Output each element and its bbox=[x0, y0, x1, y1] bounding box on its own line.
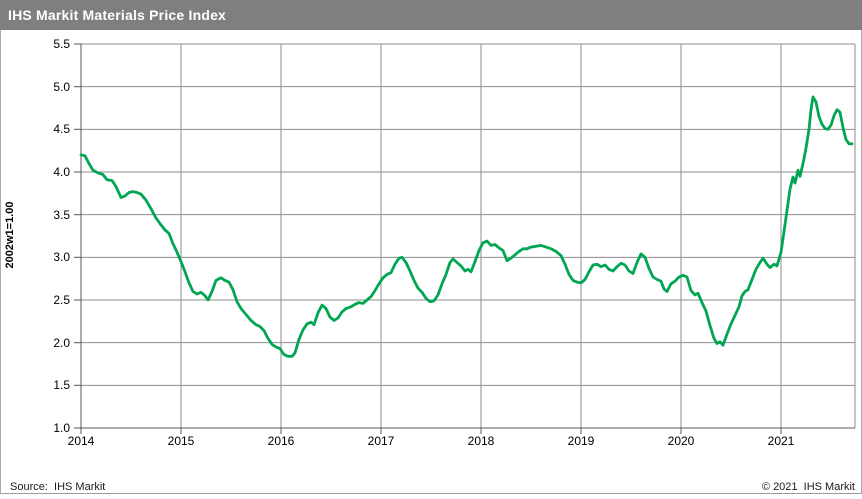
x-tick-label: 2018 bbox=[467, 434, 495, 448]
y-tick-label: 5.5 bbox=[53, 37, 70, 51]
x-tick-label: 2019 bbox=[567, 434, 595, 448]
y-tick-label: 4.0 bbox=[53, 165, 70, 179]
copyright-note: © 2021 IHS Markit bbox=[761, 481, 855, 493]
x-tick-label: 2014 bbox=[67, 434, 95, 448]
x-tick-label: 2021 bbox=[767, 434, 795, 448]
y-tick-label: 3.5 bbox=[53, 207, 70, 222]
y-tick-label: 1.5 bbox=[53, 378, 70, 393]
chart-title-bar: IHS Markit Materials Price Index bbox=[0, 0, 862, 30]
chart-title: IHS Markit Materials Price Index bbox=[8, 7, 227, 23]
y-tick-label: 2.5 bbox=[53, 293, 70, 307]
x-tick-label: 2015 bbox=[167, 434, 195, 448]
x-tick-label: 2017 bbox=[367, 434, 395, 448]
x-tick-label: 2020 bbox=[667, 434, 695, 448]
y-tick-label: 2.0 bbox=[53, 335, 70, 350]
source-note: Source: IHS Markit bbox=[10, 481, 106, 493]
figure-frame bbox=[0, 30, 862, 494]
price-index-line bbox=[79, 95, 854, 358]
y-tick-label: 3.0 bbox=[53, 250, 70, 265]
x-tick-label: 2016 bbox=[267, 434, 295, 448]
y-tick-label: 5.0 bbox=[53, 79, 70, 94]
y-tick-label: 1.0 bbox=[53, 421, 70, 435]
y-tick-label: 4.5 bbox=[53, 122, 70, 137]
y-axis-title: 2002w1=1.00 bbox=[4, 201, 16, 269]
